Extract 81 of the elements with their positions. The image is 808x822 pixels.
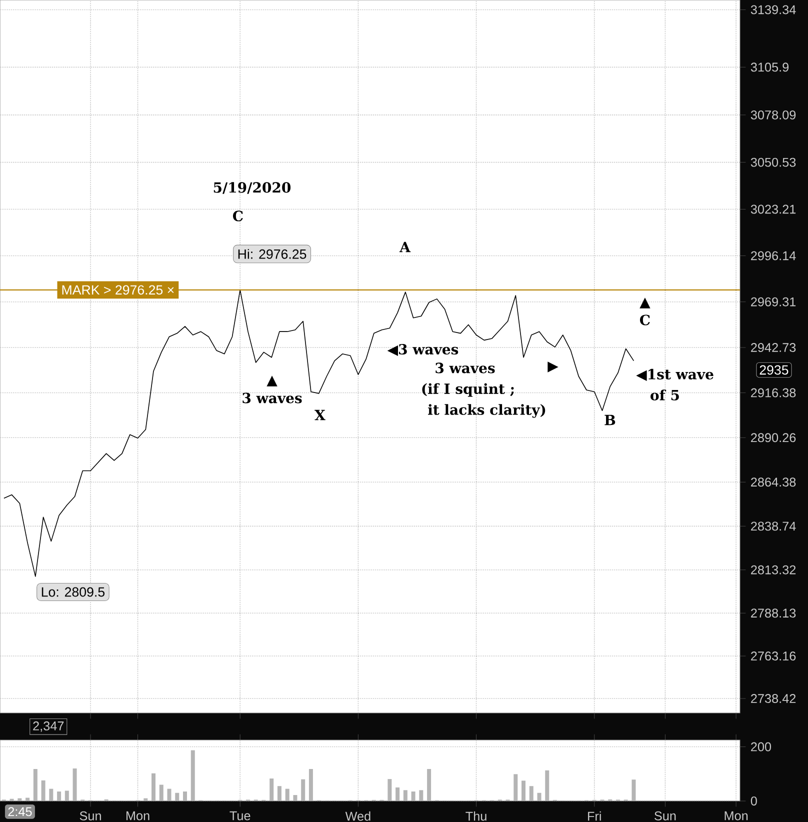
bar	[403, 790, 408, 801]
y-tick-label: 2864.38	[751, 478, 796, 487]
bar	[419, 790, 424, 801]
annotation: 5/19/2020	[214, 182, 291, 194]
y-tick-label: 200	[751, 742, 772, 752]
bar	[57, 792, 62, 801]
annotation: Lo: 2809.5	[42, 587, 105, 597]
bar	[41, 780, 46, 801]
annotation: A	[399, 242, 411, 252]
bar	[64, 790, 69, 801]
y-tick-label: 2788.13	[751, 608, 796, 618]
bar	[18, 798, 22, 801]
x-tick-label: Tue	[230, 811, 250, 820]
y-tick-label: 2763.16	[751, 652, 796, 661]
bar	[529, 786, 534, 801]
text: 2935	[760, 365, 788, 375]
annotation: Hi: 2976.25	[238, 249, 306, 259]
annotation: ◀1st wave	[636, 368, 714, 382]
y-tick-label: 2890.26	[751, 433, 796, 442]
annotation: 3 waves	[242, 392, 302, 404]
bar	[427, 769, 432, 801]
bar	[411, 792, 416, 801]
bar	[175, 792, 180, 801]
annotation: C	[232, 210, 243, 222]
x-tick-label: Mon	[724, 811, 748, 820]
y-tick-label: 2942.73	[751, 343, 796, 352]
bar	[26, 798, 30, 801]
x-tick-label: Mon	[126, 811, 150, 820]
bar	[152, 773, 156, 801]
annotation: (if I squint ;	[422, 383, 514, 397]
bar	[285, 788, 290, 801]
bar	[522, 780, 526, 801]
annotation: ▲	[640, 298, 650, 308]
y-tick-label: 3050.53	[750, 158, 796, 167]
bar	[167, 788, 172, 801]
y-tick-label: 2969.31	[751, 297, 796, 306]
bar	[514, 774, 518, 801]
bar	[388, 779, 392, 801]
annotation: 3 waves	[436, 362, 495, 374]
bar	[190, 750, 195, 801]
bar	[308, 769, 313, 801]
x-tick-label: Thu	[466, 811, 486, 821]
x-tick-label: Fri	[588, 811, 601, 821]
annotation: ▲	[266, 376, 278, 386]
x-tick-label: Sun	[654, 811, 676, 820]
annotation: ◀3 waves	[387, 344, 458, 356]
y-tick-label: 2813.32	[751, 565, 796, 574]
x-tick-label: Sun	[80, 811, 101, 820]
bar	[632, 780, 636, 801]
bar	[144, 798, 148, 801]
y-tick-label: 3023.21	[750, 204, 796, 214]
bar	[545, 770, 550, 801]
annotation: C	[640, 314, 650, 326]
annotation: X	[314, 410, 326, 420]
bar	[301, 779, 306, 801]
annotation: B	[604, 414, 616, 426]
y-tick-label: 3078.09	[750, 110, 796, 120]
text: 2:45	[8, 807, 32, 816]
y-tick-label: 2838.74	[751, 522, 796, 531]
x-tick-label: Wed	[345, 811, 370, 821]
bar	[270, 778, 274, 801]
ref-line-label: MARK > 2976.25 ×	[62, 285, 174, 295]
bar	[277, 786, 282, 801]
bar	[33, 769, 38, 801]
y-tick-label: 0	[750, 796, 757, 806]
bar	[72, 768, 77, 801]
y-tick-label: 3139.34	[750, 5, 796, 14]
annotation: ▶	[548, 362, 558, 372]
annotation: it lacks clarity)	[428, 404, 546, 418]
y-tick-label: 3105.9	[750, 62, 789, 72]
y-tick-label: 2916.38	[751, 388, 796, 398]
annotation: of 5	[650, 390, 679, 400]
text: 2,347	[33, 721, 64, 732]
y-tick-label: 2996.14	[751, 251, 796, 260]
bar	[293, 795, 298, 801]
bar	[396, 787, 400, 801]
bar	[537, 792, 542, 801]
bar	[183, 792, 187, 801]
bar	[49, 788, 54, 801]
bar	[159, 784, 164, 801]
y-tick-label: 2738.42	[751, 694, 796, 704]
